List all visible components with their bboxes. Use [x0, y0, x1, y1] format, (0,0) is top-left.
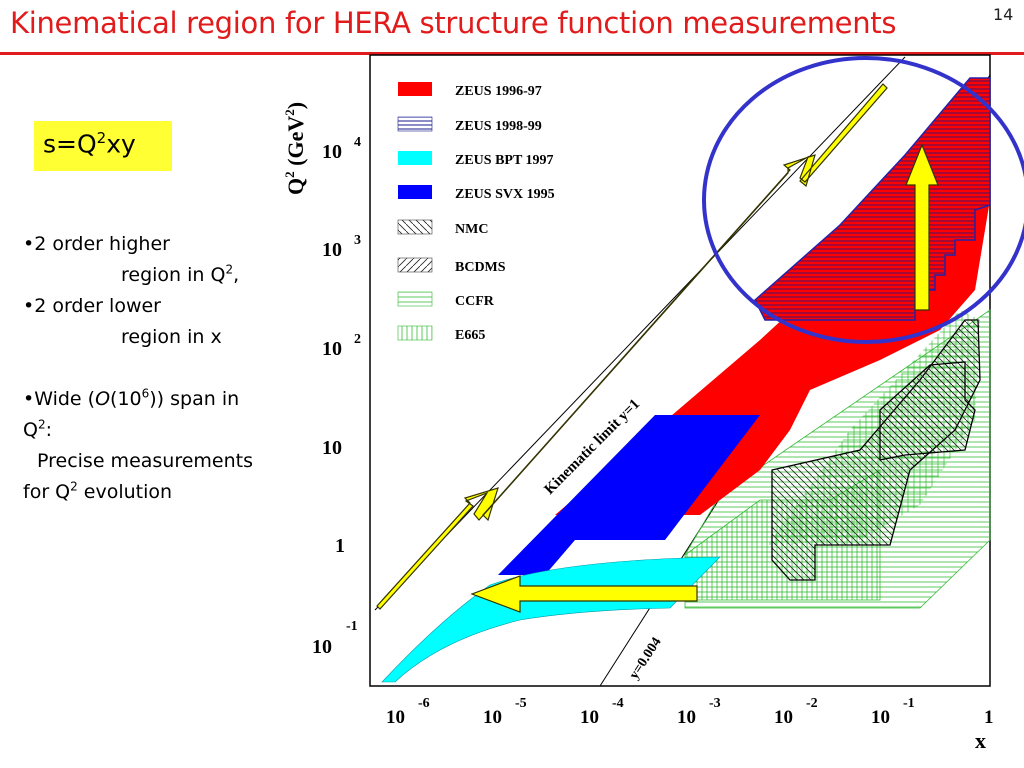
x-tick-3-exp: -3	[709, 696, 721, 711]
y-tick-0-exp: -1	[346, 619, 358, 634]
x-axis-label: x	[975, 728, 986, 753]
bullet-3-line-1: •Wide (O(106)) span in	[23, 384, 313, 415]
legend-swatch-zeus-svx-1995	[398, 185, 432, 199]
formula-box: s=Q2xy	[34, 121, 172, 171]
legend-label-zeus-1998-99: ZEUS 1998-99	[455, 119, 542, 134]
legend-label-bcdms: BCDMS	[455, 260, 506, 275]
x-tick-2-exp: -4	[612, 696, 624, 711]
x-tick-2: 10	[580, 707, 599, 728]
x-tick-1-exp: -5	[515, 696, 527, 711]
bullet-3-pre: •Wide (	[23, 388, 96, 410]
x-tick-5: 10	[871, 707, 890, 728]
bullet-3-q-sup: 2	[37, 417, 46, 432]
bullet-3-line-2: Q2:	[23, 415, 313, 446]
title-divider	[0, 52, 1024, 55]
bullet-3-for-sup: 2	[70, 479, 78, 494]
legend-swatch-bcdms	[397, 257, 433, 273]
vertical-arrow	[905, 143, 939, 311]
legend-label-nmc: NMC	[455, 222, 488, 237]
horizontal-arrow	[470, 575, 698, 613]
x-tick-4: 10	[774, 707, 793, 728]
y-axis-label: Q2 (GeV2)	[282, 102, 308, 195]
bullet-1-sup: 2	[225, 262, 234, 277]
y-low-label: y=0.004	[627, 635, 665, 682]
highlight-circle	[702, 56, 1024, 344]
legend-swatch-zeus-1996-97	[398, 82, 432, 96]
y-axis-label-close: )	[283, 102, 308, 109]
formula-exponent: 2	[96, 129, 107, 147]
legend-swatch-ccfr	[397, 291, 433, 307]
bullet-3-q: Q	[23, 419, 38, 441]
legend-swatch-zeus-1998-99	[397, 116, 433, 132]
y-axis-label-q-sup: 2	[282, 171, 297, 178]
y-tick-4: 10	[322, 239, 342, 261]
y-tick-5: 10	[322, 141, 342, 163]
y-tick-3: 10	[322, 338, 342, 360]
slide-title: Kinematical region for HERA structure fu…	[10, 6, 897, 40]
bullet-3-sup: 6	[141, 386, 150, 401]
legend-label-zeus-bpt-1997: ZEUS BPT 1997	[455, 153, 554, 168]
legend-swatch-nmc	[397, 219, 433, 235]
legend-label-zeus-1996-97: ZEUS 1996-97	[455, 84, 542, 99]
bullet-1-text: region in Q	[121, 264, 226, 286]
legend-swatch-e665	[397, 325, 433, 341]
nmc-inner-region	[879, 361, 976, 461]
y-tick-5-exp: 4	[354, 135, 361, 150]
bullet-3-mid: (10	[110, 388, 142, 410]
bullet-2-line-1: •2 order lower	[23, 295, 161, 317]
x-tick-5-exp: -1	[903, 696, 915, 711]
x-tick-labels: 10 -6 10 -5 10 -4 10 -3 10 -2 10 -1 1	[386, 696, 994, 728]
bullet-1-line-1: •2 order higher	[23, 233, 170, 255]
x-tick-1: 10	[483, 707, 502, 728]
zeus-svx-1995-region	[498, 415, 760, 575]
legend-swatch-zeus-bpt-1997	[398, 151, 432, 165]
y-tick-4-exp: 3	[354, 233, 361, 248]
y-tick-labels: 10 -1 1 10 10 2 10 3 10 4	[312, 135, 361, 658]
y-axis-label-unit: (GeV	[283, 116, 308, 172]
bullet-3-evolution: evolution	[77, 481, 173, 503]
diagonal-arrow	[376, 83, 888, 610]
bullet-3-colon: :	[45, 419, 53, 441]
y-axis-label-q: Q	[283, 178, 308, 195]
y-axis-label-unit-sup: 2	[282, 109, 297, 116]
bullet-3-line-4: for Q2 evolution	[23, 477, 313, 508]
bullet-list: •2 order higher region in Q2, •2 order l…	[23, 229, 313, 508]
y-tick-3-exp: 2	[354, 332, 361, 347]
legend-label-ccfr: CCFR	[455, 294, 495, 309]
bullet-3-line-3: Precise measurements	[37, 450, 254, 472]
bullet-1-line-2: region in Q2,	[23, 260, 313, 291]
bullet-3-for: for Q	[23, 481, 71, 503]
kinematic-limit-line	[374, 56, 906, 611]
formula-right: xy	[106, 129, 136, 159]
y-tick-2: 10	[322, 437, 342, 459]
legend-label-e665: E665	[455, 328, 485, 343]
legend-label-zeus-svx-1995: ZEUS SVX 1995	[455, 187, 555, 202]
bullet-3-post: )) span in	[149, 388, 240, 410]
zeus-bpt-1997-region	[381, 556, 721, 683]
bullet-2-line-2: region in x	[121, 326, 222, 348]
y-tick-1: 1	[335, 535, 345, 557]
y-tick-0: 10	[312, 636, 332, 658]
x-tick-6: 1	[984, 707, 994, 728]
bullet-3-O: O	[95, 388, 111, 410]
formula-left: s=Q	[43, 129, 97, 159]
x-tick-4-exp: -2	[806, 696, 818, 711]
x-tick-3: 10	[677, 707, 696, 728]
x-tick-0: 10	[386, 707, 405, 728]
slide-number: 14	[993, 5, 1014, 24]
bullet-1-tail: ,	[233, 264, 240, 286]
legend: ZEUS 1996-97 ZEUS 1998-99 ZEUS BPT 1997 …	[397, 82, 555, 343]
x-tick-0-exp: -6	[418, 696, 430, 711]
